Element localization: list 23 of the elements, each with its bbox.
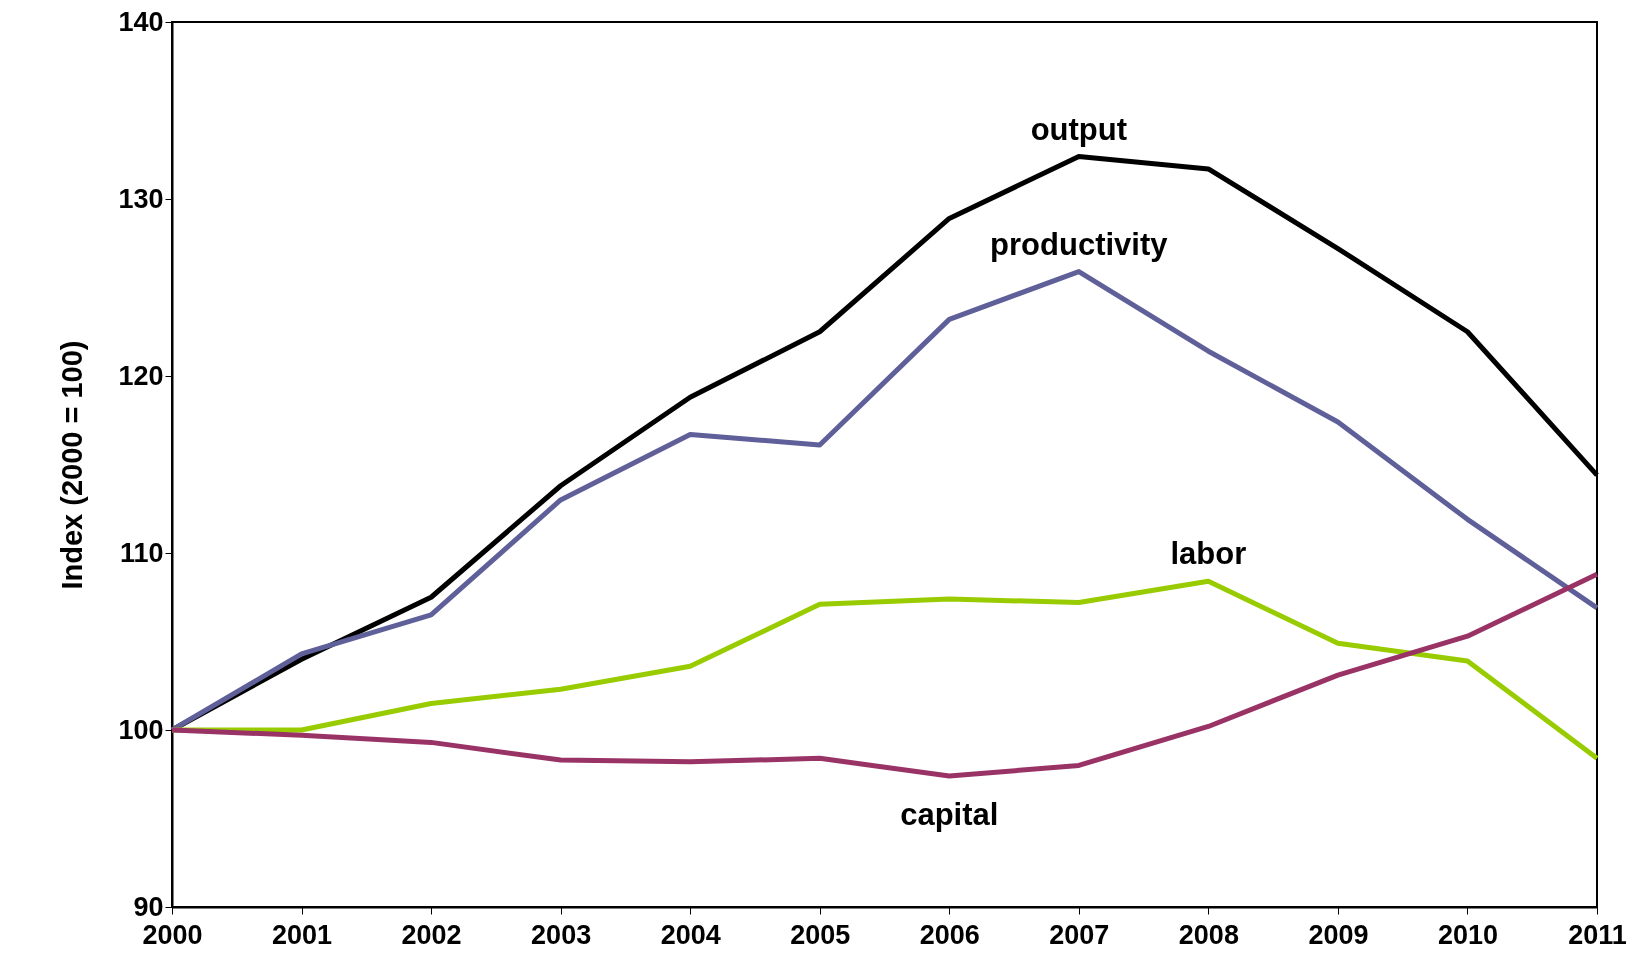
series-label: output [1030, 111, 1128, 147]
y-tick-label: 140 [118, 6, 164, 37]
series-label: labor [1170, 536, 1247, 572]
x-tick-label: 2003 [531, 919, 592, 950]
x-tick-label: 2007 [1049, 919, 1110, 950]
x-tick-label: 2005 [790, 919, 851, 950]
series-label: capital [900, 797, 999, 833]
series-label: productivity [990, 226, 1169, 262]
y-tick-label: 130 [118, 183, 164, 214]
x-tick-label: 2001 [272, 919, 333, 950]
y-tick-label: 100 [118, 714, 164, 745]
y-tick-label: 120 [118, 360, 164, 391]
x-tick-label: 2010 [1437, 919, 1498, 950]
x-tick-label: 2006 [919, 919, 980, 950]
y-axis-title: Index (2000 = 100) [56, 340, 89, 590]
y-tick-label: 110 [119, 537, 164, 568]
x-tick-label: 2004 [660, 919, 721, 950]
x-tick-label: 2011 [1568, 919, 1627, 950]
x-tick-label: 2009 [1308, 919, 1369, 950]
x-tick-label: 2002 [401, 919, 462, 950]
x-tick-label: 2000 [142, 919, 203, 950]
x-tick-label: 2008 [1178, 919, 1239, 950]
y-tick-label: 90 [133, 891, 164, 922]
